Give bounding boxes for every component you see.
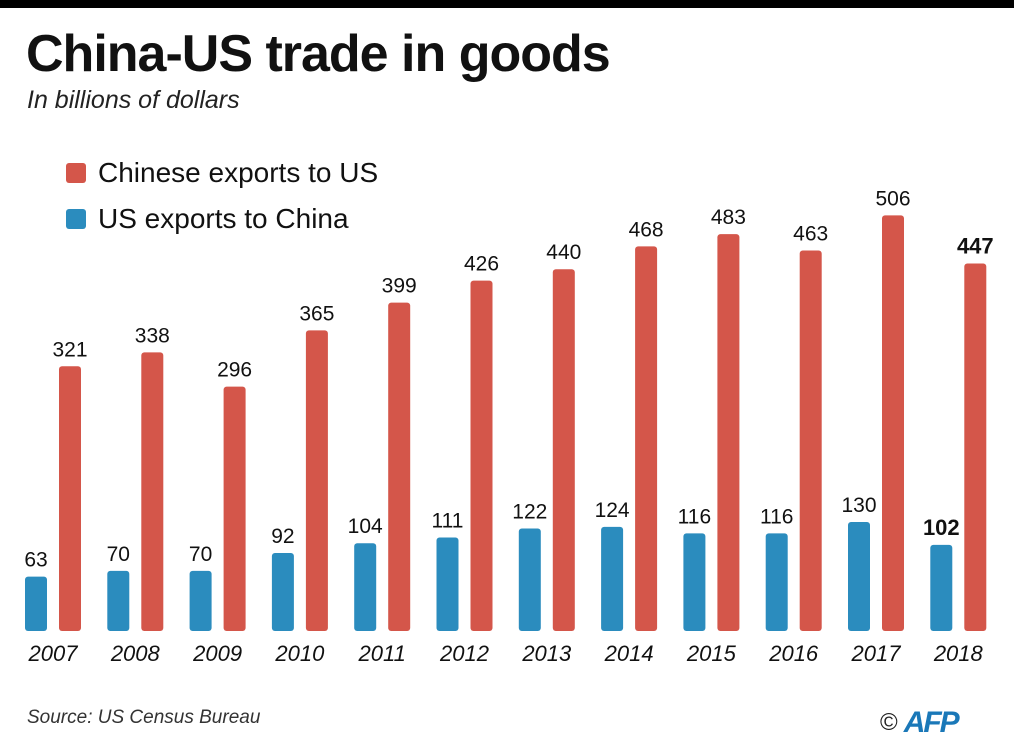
bar-chinese-exports-2009: [223, 386, 246, 631]
chart-title: China-US trade in goods: [26, 25, 611, 83]
bar-us-exports-2007: [25, 576, 47, 631]
bar-us-exports-2011: [354, 543, 377, 631]
data-label-chinese-exports-2014: 468: [629, 218, 664, 241]
bar-us-exports-2012: [436, 537, 459, 631]
x-tick-label-2015: 2015: [686, 641, 737, 666]
bar-us-exports-2014: [601, 526, 624, 631]
data-label-us-exports-2014: 124: [595, 499, 630, 522]
bar-chinese-exports-2008: [141, 352, 164, 631]
data-label-us-exports-2016: 116: [760, 505, 793, 528]
bar-us-exports-2008: [107, 570, 130, 631]
bar-chinese-exports-2012: [470, 280, 493, 631]
data-label-chinese-exports-2015: 483: [711, 206, 746, 229]
data-label-us-exports-2007: 63: [24, 549, 47, 572]
bar-chinese-exports-2010: [305, 330, 328, 631]
x-tick-label-2017: 2017: [851, 641, 902, 666]
data-label-chinese-exports-2012: 426: [464, 253, 499, 276]
data-label-us-exports-2012: 111: [432, 509, 464, 532]
source-note: Source: US Census Bureau: [27, 707, 261, 728]
data-label-us-exports-2015: 116: [678, 505, 711, 528]
data-label-us-exports-2013: 122: [512, 501, 547, 524]
bar-us-exports-2013: [518, 528, 541, 631]
bar-us-exports-2017: [848, 522, 870, 631]
legend-item-us-exports: US exports to China: [66, 196, 378, 242]
x-tick-label-2012: 2012: [439, 641, 489, 666]
afp-logo: AFP: [903, 706, 960, 739]
legend-label-us-exports: US exports to China: [98, 203, 349, 234]
data-label-us-exports-2010: 92: [271, 525, 294, 548]
x-tick-label-2009: 2009: [192, 641, 242, 666]
data-label-us-exports-2018: 102: [923, 515, 960, 540]
legend-label-chinese-exports: Chinese exports to US: [98, 157, 379, 188]
x-tick-label-2007: 2007: [28, 641, 79, 666]
data-label-chinese-exports-2007: 321: [52, 338, 87, 361]
bar-chinese-exports-2007: [59, 366, 81, 631]
legend-swatch-chinese-exports: [66, 163, 86, 183]
bar-chinese-exports-2015: [717, 234, 740, 631]
x-tick-label-2011: 2011: [358, 641, 406, 666]
x-tick-label-2018: 2018: [933, 641, 984, 666]
x-tick-label-2014: 2014: [604, 641, 654, 666]
bar-chinese-exports-2013: [552, 269, 575, 631]
data-label-chinese-exports-2018: 447: [957, 234, 994, 259]
bar-chinese-exports-2017: [882, 215, 904, 631]
bar-us-exports-2016: [765, 533, 788, 631]
legend-swatch-us-exports: [66, 209, 86, 229]
x-tick-label-2016: 2016: [768, 641, 819, 666]
data-label-chinese-exports-2017: 506: [875, 187, 910, 210]
chart-subtitle: In billions of dollars: [27, 86, 240, 114]
bar-us-exports-2010: [271, 552, 294, 631]
legend: Chinese exports to US US exports to Chin…: [66, 150, 378, 242]
x-tick-label-2010: 2010: [274, 641, 325, 666]
data-label-chinese-exports-2010: 365: [299, 302, 334, 325]
data-label-chinese-exports-2011: 399: [382, 275, 417, 298]
top-bar: [0, 0, 1014, 8]
bar-chinese-exports-2014: [635, 246, 658, 631]
credit: © AFP: [880, 706, 960, 740]
legend-item-chinese-exports: Chinese exports to US: [66, 150, 378, 196]
data-label-us-exports-2017: 130: [841, 494, 876, 517]
bar-chinese-exports-2018: [964, 263, 987, 631]
data-label-chinese-exports-2016: 463: [793, 222, 828, 245]
bar-us-exports-2015: [683, 533, 706, 631]
bar-us-exports-2009: [189, 570, 212, 631]
copyright-symbol: ©: [880, 709, 898, 736]
data-label-us-exports-2011: 104: [348, 515, 383, 538]
data-label-chinese-exports-2009: 296: [217, 359, 252, 382]
data-label-us-exports-2009: 70: [189, 543, 212, 566]
bar-chinese-exports-2011: [388, 302, 411, 631]
bar-chinese-exports-2016: [799, 250, 822, 631]
bar-us-exports-2018: [930, 544, 953, 631]
x-tick-label-2008: 2008: [110, 641, 161, 666]
data-label-chinese-exports-2013: 440: [546, 241, 581, 264]
x-tick-label-2013: 2013: [521, 641, 572, 666]
data-label-chinese-exports-2008: 338: [135, 324, 170, 347]
data-label-us-exports-2008: 70: [107, 543, 130, 566]
